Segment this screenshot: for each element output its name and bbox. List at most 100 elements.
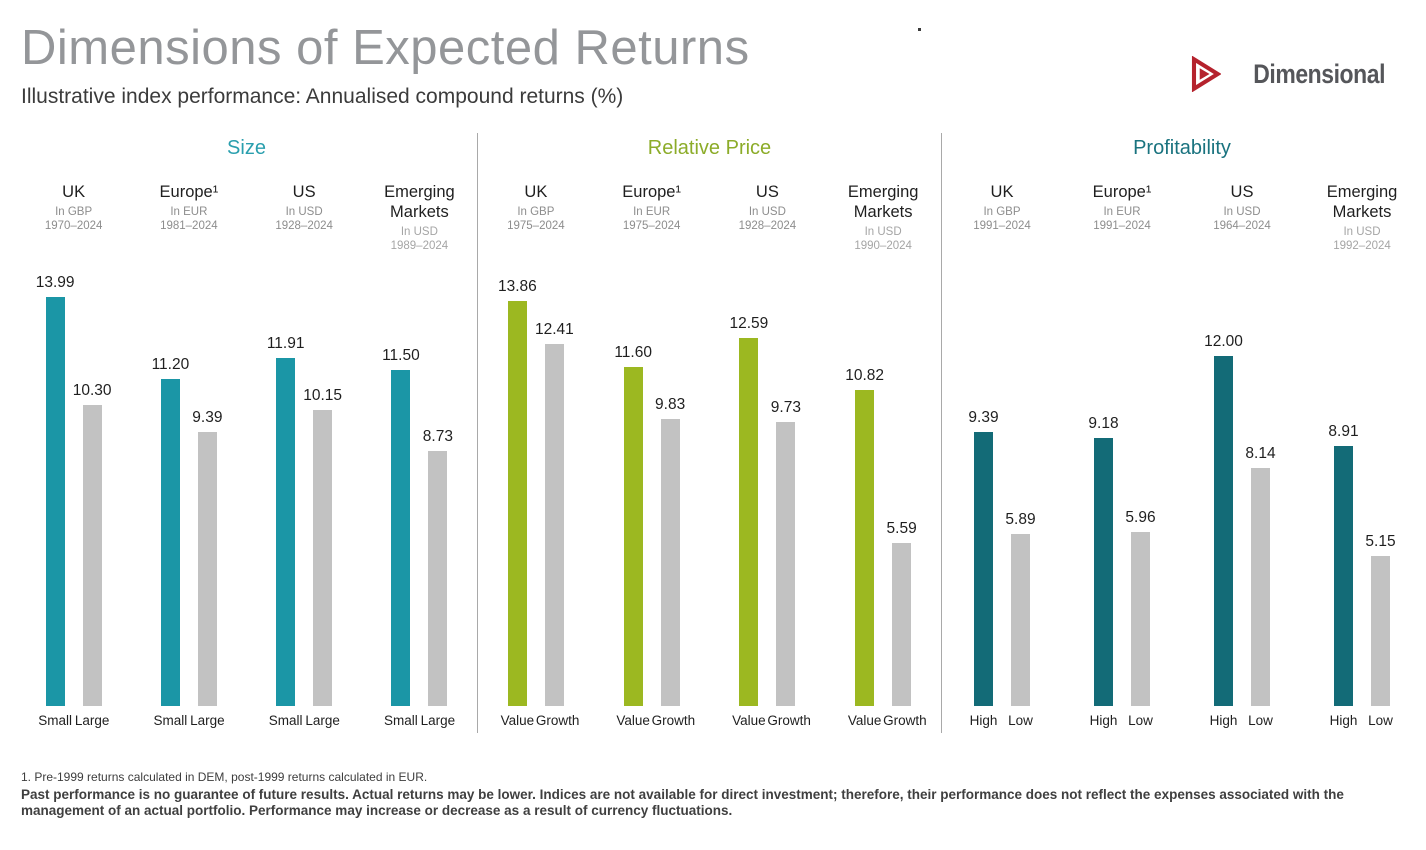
bar-value-us: 12.59: [729, 315, 768, 706]
group-name: UK: [524, 182, 548, 201]
group-currency: In GBP: [983, 205, 1021, 218]
group-name: Europe¹: [622, 182, 681, 201]
group-name: Europe¹: [159, 182, 219, 201]
group-uk: UK In GBP 1975–2024 13.86 12.41 Value Growth: [478, 182, 594, 728]
group-currency: In USD: [748, 205, 786, 218]
slide-footer: 1. Pre-1999 returns calculated in DEM, p…: [21, 770, 1396, 820]
group-currency: In USD: [1223, 205, 1261, 218]
bar-value-label: 8.91: [1328, 422, 1359, 440]
axis-label-large: Large: [420, 712, 456, 728]
group-header: Emerging Markets In USD 1992–2024: [1306, 182, 1418, 262]
group-axis-labels: Small Large: [382, 706, 456, 728]
bar-high-europe: 9.18: [1085, 415, 1122, 706]
group-years: 1970–2024: [44, 219, 103, 232]
bar: [276, 358, 296, 706]
brand-logo: Dimensional: [1185, 56, 1385, 92]
bar-large-europe: 9.39: [189, 409, 226, 706]
group-years: 1928–2024: [738, 219, 797, 232]
group-axis-labels: Value Growth: [615, 706, 696, 728]
axis-label-value: Value: [616, 712, 650, 728]
axis-label-large: Large: [190, 712, 225, 728]
bar: [428, 451, 448, 706]
bar: [82, 405, 102, 706]
panel-profitability: Profitability UK In GBP 1991–2024 9.39 5.89 Hi…: [941, 132, 1422, 733]
group-emerging-markets: Emerging Markets In USD 1992–2024 8.91 5.15 H…: [1302, 182, 1422, 728]
bar-value-label: 11.20: [151, 355, 190, 373]
group-currency: In EUR: [170, 205, 208, 218]
bar: [160, 378, 180, 706]
group-header: UK In GBP 1970–2024: [45, 182, 103, 262]
group-currency: In EUR: [1103, 205, 1141, 218]
group-axis-labels: Small Large: [267, 706, 341, 728]
bar-value-label: 11.91: [266, 335, 305, 353]
chart-panels: Size UK In GBP 1970–2024 13.99 10.30 Small Larg…: [0, 132, 1426, 733]
bar-growth-emerging-markets: 5.59: [883, 520, 920, 706]
group-chart: 8.91 5.15: [1325, 262, 1399, 706]
group-header: US In USD 1928–2024: [739, 182, 797, 262]
panel-title: Relative Price: [647, 136, 772, 159]
group-axis-labels: Value Growth: [499, 706, 580, 728]
group-years: 1964–2024: [1213, 219, 1271, 232]
group-header: US In USD 1964–2024: [1213, 182, 1271, 262]
bar-small-us: 11.91: [267, 335, 304, 706]
group-name: Emerging Markets: [384, 182, 455, 221]
group-currency: In GBP: [55, 205, 93, 218]
group-years: 1989–2024: [390, 239, 449, 252]
bar: [1251, 468, 1270, 706]
panel-groups: UK In GBP 1975–2024 13.86 12.41 Value Growth Eu…: [478, 182, 941, 728]
axis-label-value: Value: [500, 712, 535, 728]
group-header: Europe¹ In EUR 1981–2024: [160, 182, 219, 262]
bar-high-us: 12.00: [1204, 333, 1243, 706]
group-chart: 12.59 9.73: [729, 262, 804, 706]
panel-title: Profitability: [1133, 136, 1231, 159]
group-us: US In USD 1928–2024 11.91 10.15 Small Large: [247, 182, 362, 728]
group-name: UK: [990, 182, 1014, 201]
group-chart: 11.91 10.15: [267, 262, 342, 706]
bar-value-label: 10.30: [72, 382, 112, 400]
bar-value-europe: 11.60: [614, 344, 652, 706]
bar-value-label: 5.15: [1365, 532, 1396, 550]
bar: [1131, 531, 1150, 706]
bar: [1011, 533, 1030, 706]
group-name: US: [292, 182, 316, 201]
axis-label-value: Value: [732, 712, 766, 728]
bar-small-emerging-markets: 11.50: [382, 347, 420, 706]
group-currency: In USD: [1343, 225, 1381, 238]
slide-header: Dimensions of Expected Returns Illustrat…: [0, 0, 1426, 109]
bar-value-label: 11.50: [382, 347, 420, 365]
bar-large-us: 10.15: [303, 387, 342, 706]
group-header: UK In GBP 1991–2024: [973, 182, 1031, 262]
bar-growth-uk: 12.41: [535, 321, 574, 706]
axis-label-large: Large: [305, 712, 340, 728]
group-years: 1990–2024: [854, 239, 912, 252]
bar: [855, 390, 875, 706]
page-title: Dimensions of Expected Returns: [21, 21, 750, 75]
axis-label-low: Low: [1128, 712, 1153, 728]
group-chart: 11.20 9.39: [152, 262, 226, 706]
axis-label-high: High: [1089, 712, 1118, 728]
axis-label-growth: Growth: [651, 712, 696, 728]
bar-value-label: 5.96: [1125, 508, 1156, 526]
bar-growth-europe: 9.83: [652, 396, 689, 706]
group-chart: 13.99 10.30: [36, 262, 112, 706]
axis-label-small: Small: [383, 712, 418, 728]
axis-label-growth: Growth: [883, 712, 927, 728]
group-europe: Europe¹ In EUR 1991–2024 9.18 5.96 High Low: [1062, 182, 1182, 728]
bar-value-label: 8.73: [422, 428, 453, 445]
bar: [391, 370, 411, 706]
bar-value-label: 9.39: [192, 408, 223, 426]
group-years: 1991–2024: [973, 219, 1031, 232]
group-currency: In EUR: [633, 205, 671, 218]
axis-label-growth: Growth: [767, 712, 811, 728]
bar-low-us: 8.14: [1242, 445, 1279, 706]
group-name: US: [1230, 182, 1254, 201]
axis-label-high: High: [1329, 712, 1358, 728]
bar: [974, 431, 993, 706]
bar: [776, 421, 796, 706]
bar: [739, 338, 759, 706]
footnote: 1. Pre-1999 returns calculated in DEM, p…: [21, 769, 428, 784]
page-subtitle: Illustrative index performance: Annualis…: [21, 84, 624, 108]
dimensional-triangle-icon: [1185, 56, 1221, 92]
bar: [507, 301, 527, 706]
